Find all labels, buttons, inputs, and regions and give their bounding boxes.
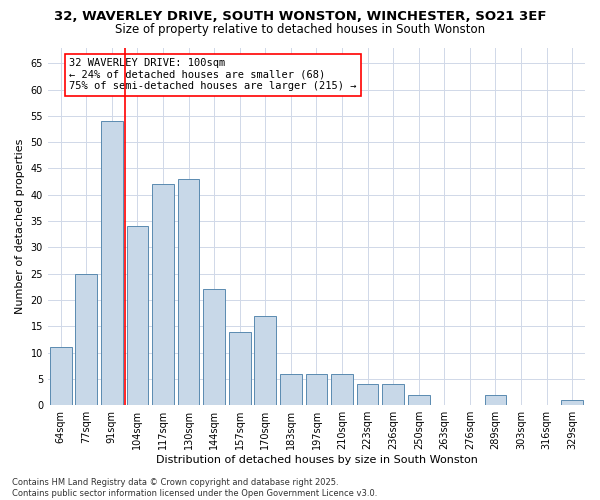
Y-axis label: Number of detached properties: Number of detached properties (15, 138, 25, 314)
Bar (357, 384, 379, 405)
Bar (254, 316, 276, 405)
Bar (229, 332, 251, 405)
Bar (127, 226, 148, 405)
Text: Size of property relative to detached houses in South Wonston: Size of property relative to detached ho… (115, 22, 485, 36)
Text: Contains HM Land Registry data © Crown copyright and database right 2025.
Contai: Contains HM Land Registry data © Crown c… (12, 478, 377, 498)
Bar (101, 121, 123, 405)
X-axis label: Distribution of detached houses by size in South Wonston: Distribution of detached houses by size … (155, 455, 478, 465)
Bar (485, 394, 506, 405)
Text: 32 WAVERLEY DRIVE: 100sqm
← 24% of detached houses are smaller (68)
75% of semi-: 32 WAVERLEY DRIVE: 100sqm ← 24% of detac… (70, 58, 357, 92)
Bar (280, 374, 302, 405)
Bar (203, 290, 225, 405)
Bar (331, 374, 353, 405)
Bar (152, 184, 174, 405)
Bar (408, 394, 430, 405)
Bar (76, 274, 97, 405)
Bar (305, 374, 328, 405)
Bar (178, 179, 199, 405)
Text: 32, WAVERLEY DRIVE, SOUTH WONSTON, WINCHESTER, SO21 3EF: 32, WAVERLEY DRIVE, SOUTH WONSTON, WINCH… (54, 10, 546, 23)
Bar (562, 400, 583, 405)
Bar (50, 348, 71, 405)
Bar (382, 384, 404, 405)
